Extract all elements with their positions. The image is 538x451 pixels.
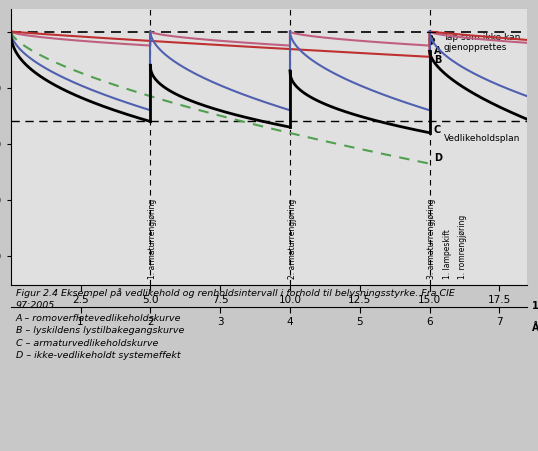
Text: Tap som ikke kan
gjenopprettes: Tap som ikke kan gjenopprettes (443, 33, 521, 52)
Text: C: C (434, 125, 441, 135)
Text: Vedlikeholdsplan: Vedlikeholdsplan (443, 134, 520, 143)
Text: 1000 Timer: 1000 Timer (533, 301, 538, 311)
Text: 2. armaturrengjøring: 2. armaturrengjøring (288, 199, 296, 279)
Text: 1. romrengjøring: 1. romrengjøring (458, 215, 467, 279)
Text: B: B (434, 55, 441, 64)
Text: 3. armaturrengjøring: 3. armaturrengjøring (427, 198, 436, 279)
Text: Figur 2.4 Eksempel på vedlikehold og renholdsintervall i forhold til belysningss: Figur 2.4 Eksempel på vedlikehold og ren… (16, 288, 455, 360)
Text: År: År (533, 323, 538, 333)
Text: A: A (434, 46, 441, 56)
Text: 1. armaturrengjøring: 1. armaturrengjøring (148, 199, 157, 279)
Text: 1. lampeskift: 1. lampeskift (443, 229, 451, 279)
Text: D: D (434, 153, 442, 163)
